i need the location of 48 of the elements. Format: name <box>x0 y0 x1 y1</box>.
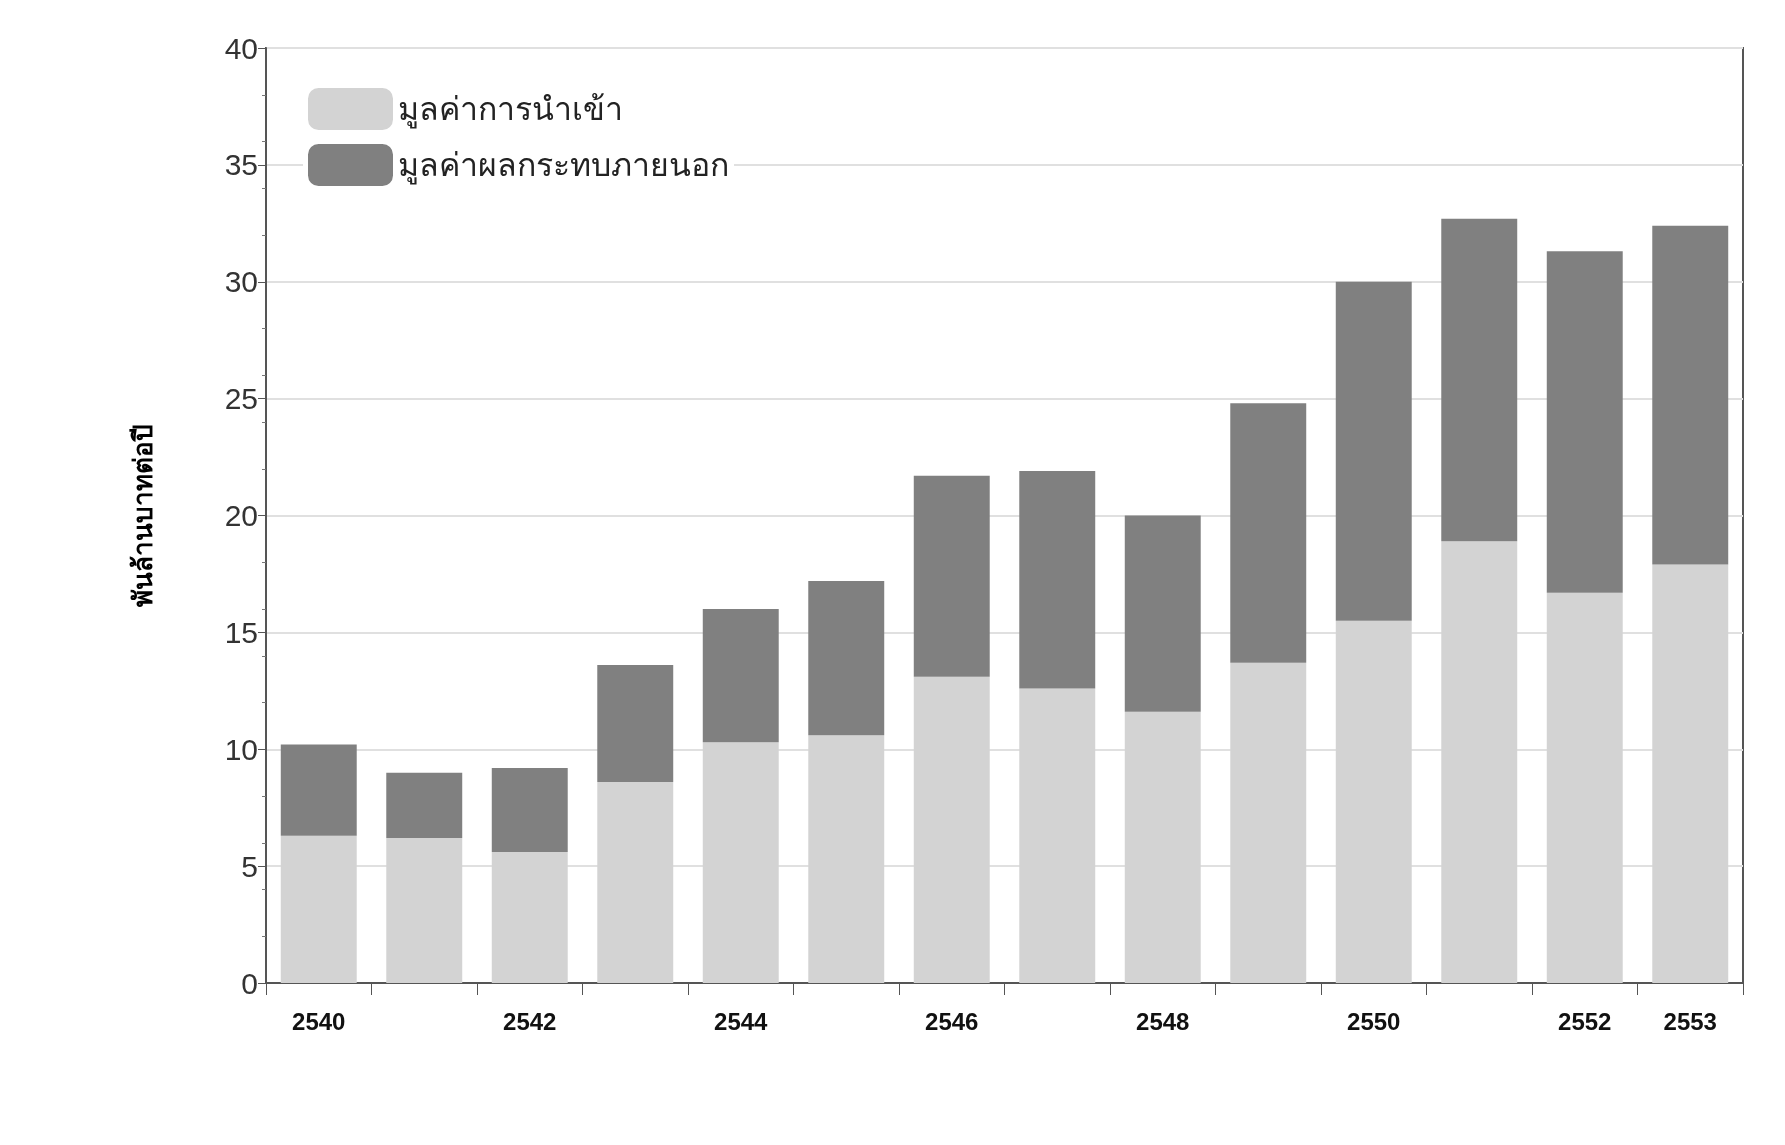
bar <box>913 475 990 677</box>
bar <box>491 852 568 983</box>
bar <box>597 781 674 983</box>
legend-label: มูลค่าผลกระทบภายนอก <box>398 147 729 185</box>
y-tick-label: 35 <box>224 148 258 182</box>
x-tick-label: 2553 <box>1663 1007 1717 1035</box>
y-tick-label: 0 <box>241 966 258 1000</box>
bar <box>1124 711 1201 983</box>
bar <box>1230 662 1307 983</box>
y-tick-label: 15 <box>224 615 258 649</box>
y-tick-label: 10 <box>224 732 258 766</box>
y-axis-title: พันล้านบาทต่อปี <box>128 424 158 607</box>
bar <box>1652 225 1729 565</box>
y-tick-label: 20 <box>224 499 258 532</box>
x-tick-label: 2542 <box>503 1007 557 1035</box>
bar <box>808 580 885 736</box>
bar <box>1335 281 1412 621</box>
x-tick-label: 2552 <box>1558 1007 1612 1035</box>
x-tick-label: 2548 <box>1136 1007 1190 1035</box>
bar <box>1546 592 1623 983</box>
x-tick-label: 2540 <box>292 1007 346 1035</box>
bar <box>702 742 779 983</box>
bar <box>1441 541 1518 983</box>
bar <box>1124 515 1201 712</box>
bar <box>597 665 674 782</box>
y-tick-label: 25 <box>224 382 258 416</box>
bar <box>702 609 779 743</box>
bar <box>1019 688 1096 983</box>
x-tick-label: 2550 <box>1347 1007 1401 1035</box>
bar <box>280 744 357 836</box>
bar <box>1230 403 1307 663</box>
bar <box>280 835 357 983</box>
bar <box>491 767 568 853</box>
bar <box>913 676 990 983</box>
bar <box>1652 564 1729 983</box>
y-tick-label: 40 <box>224 31 258 65</box>
y-tick-label: 30 <box>224 265 258 299</box>
bar <box>386 838 463 983</box>
legend-label: มูลค่าการนำเข้า <box>398 91 623 129</box>
y-tick-label: 5 <box>241 849 258 883</box>
bar <box>1546 251 1623 593</box>
bar <box>1441 218 1518 542</box>
bar <box>1335 620 1412 983</box>
bar <box>386 772 463 839</box>
x-tick-label: 2546 <box>925 1007 979 1035</box>
bar <box>808 735 885 983</box>
bar <box>1019 471 1096 689</box>
x-tick-label: 2544 <box>714 1007 769 1035</box>
